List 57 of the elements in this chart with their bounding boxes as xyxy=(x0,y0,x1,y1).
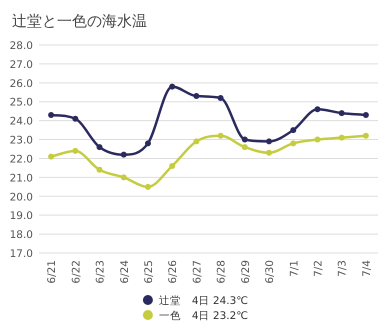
x-tick-label: 6/21 xyxy=(46,260,58,284)
point xyxy=(72,148,78,154)
x-tick-label: 6/29 xyxy=(240,260,252,284)
point xyxy=(362,112,369,118)
y-tick-label: 20.0 xyxy=(10,191,33,204)
legend-label: 一色 4日 23.2℃ xyxy=(158,310,248,322)
x-tick-label: 6/24 xyxy=(118,260,131,284)
x-tick-label: 7/1 xyxy=(288,260,300,277)
y-tick-label: 28.0 xyxy=(10,40,33,52)
point xyxy=(338,134,345,141)
point xyxy=(290,140,296,146)
point xyxy=(266,138,272,144)
x-tick-label: 7/4 xyxy=(360,260,373,277)
point xyxy=(314,136,320,143)
x-tick-label: 6/30 xyxy=(264,260,276,284)
y-tick-label: 21.0 xyxy=(10,172,33,184)
point xyxy=(169,84,176,90)
x-tick-label: 6/23 xyxy=(94,260,107,284)
x-tick-label: 7/3 xyxy=(336,260,349,277)
y-tick-label: 22.0 xyxy=(10,153,33,166)
point xyxy=(290,127,296,134)
point xyxy=(144,184,151,190)
point xyxy=(96,166,103,173)
y-tick-label: 18.0 xyxy=(10,229,33,242)
y-tick-label: 23.0 xyxy=(10,134,33,147)
legend-label: 辻堂 4日 24.3℃ xyxy=(158,294,248,307)
y-tick-label: 25.0 xyxy=(10,96,33,109)
point xyxy=(193,138,200,144)
y-tick-label: 17.0 xyxy=(10,248,33,260)
point xyxy=(338,110,345,116)
x-tick-label: 7/2 xyxy=(312,260,324,277)
x-tick-label: 6/26 xyxy=(167,260,180,284)
point xyxy=(266,150,272,156)
y-tick-label: 19.0 xyxy=(10,210,33,222)
point xyxy=(362,132,369,139)
point xyxy=(72,116,78,122)
x-tick-label: 6/28 xyxy=(216,260,228,284)
point xyxy=(144,140,151,146)
point xyxy=(48,112,54,118)
point xyxy=(48,154,54,160)
point xyxy=(242,144,248,150)
y-tick-label: 27.0 xyxy=(10,58,33,71)
x-tick-label: 6/25 xyxy=(142,260,155,284)
point xyxy=(169,163,176,170)
point xyxy=(218,94,224,101)
point xyxy=(96,144,103,150)
chart-title: 辻堂と一色の海水温 xyxy=(12,12,147,30)
point xyxy=(120,152,127,158)
x-tick-label: 6/22 xyxy=(70,260,82,284)
point xyxy=(314,106,320,112)
point xyxy=(218,132,224,139)
point xyxy=(242,136,248,143)
x-tick-label: 6/27 xyxy=(191,260,204,284)
point xyxy=(120,174,127,180)
y-tick-label: 26.0 xyxy=(10,78,33,90)
y-tick-label: 24.0 xyxy=(10,116,33,128)
point xyxy=(193,93,200,100)
